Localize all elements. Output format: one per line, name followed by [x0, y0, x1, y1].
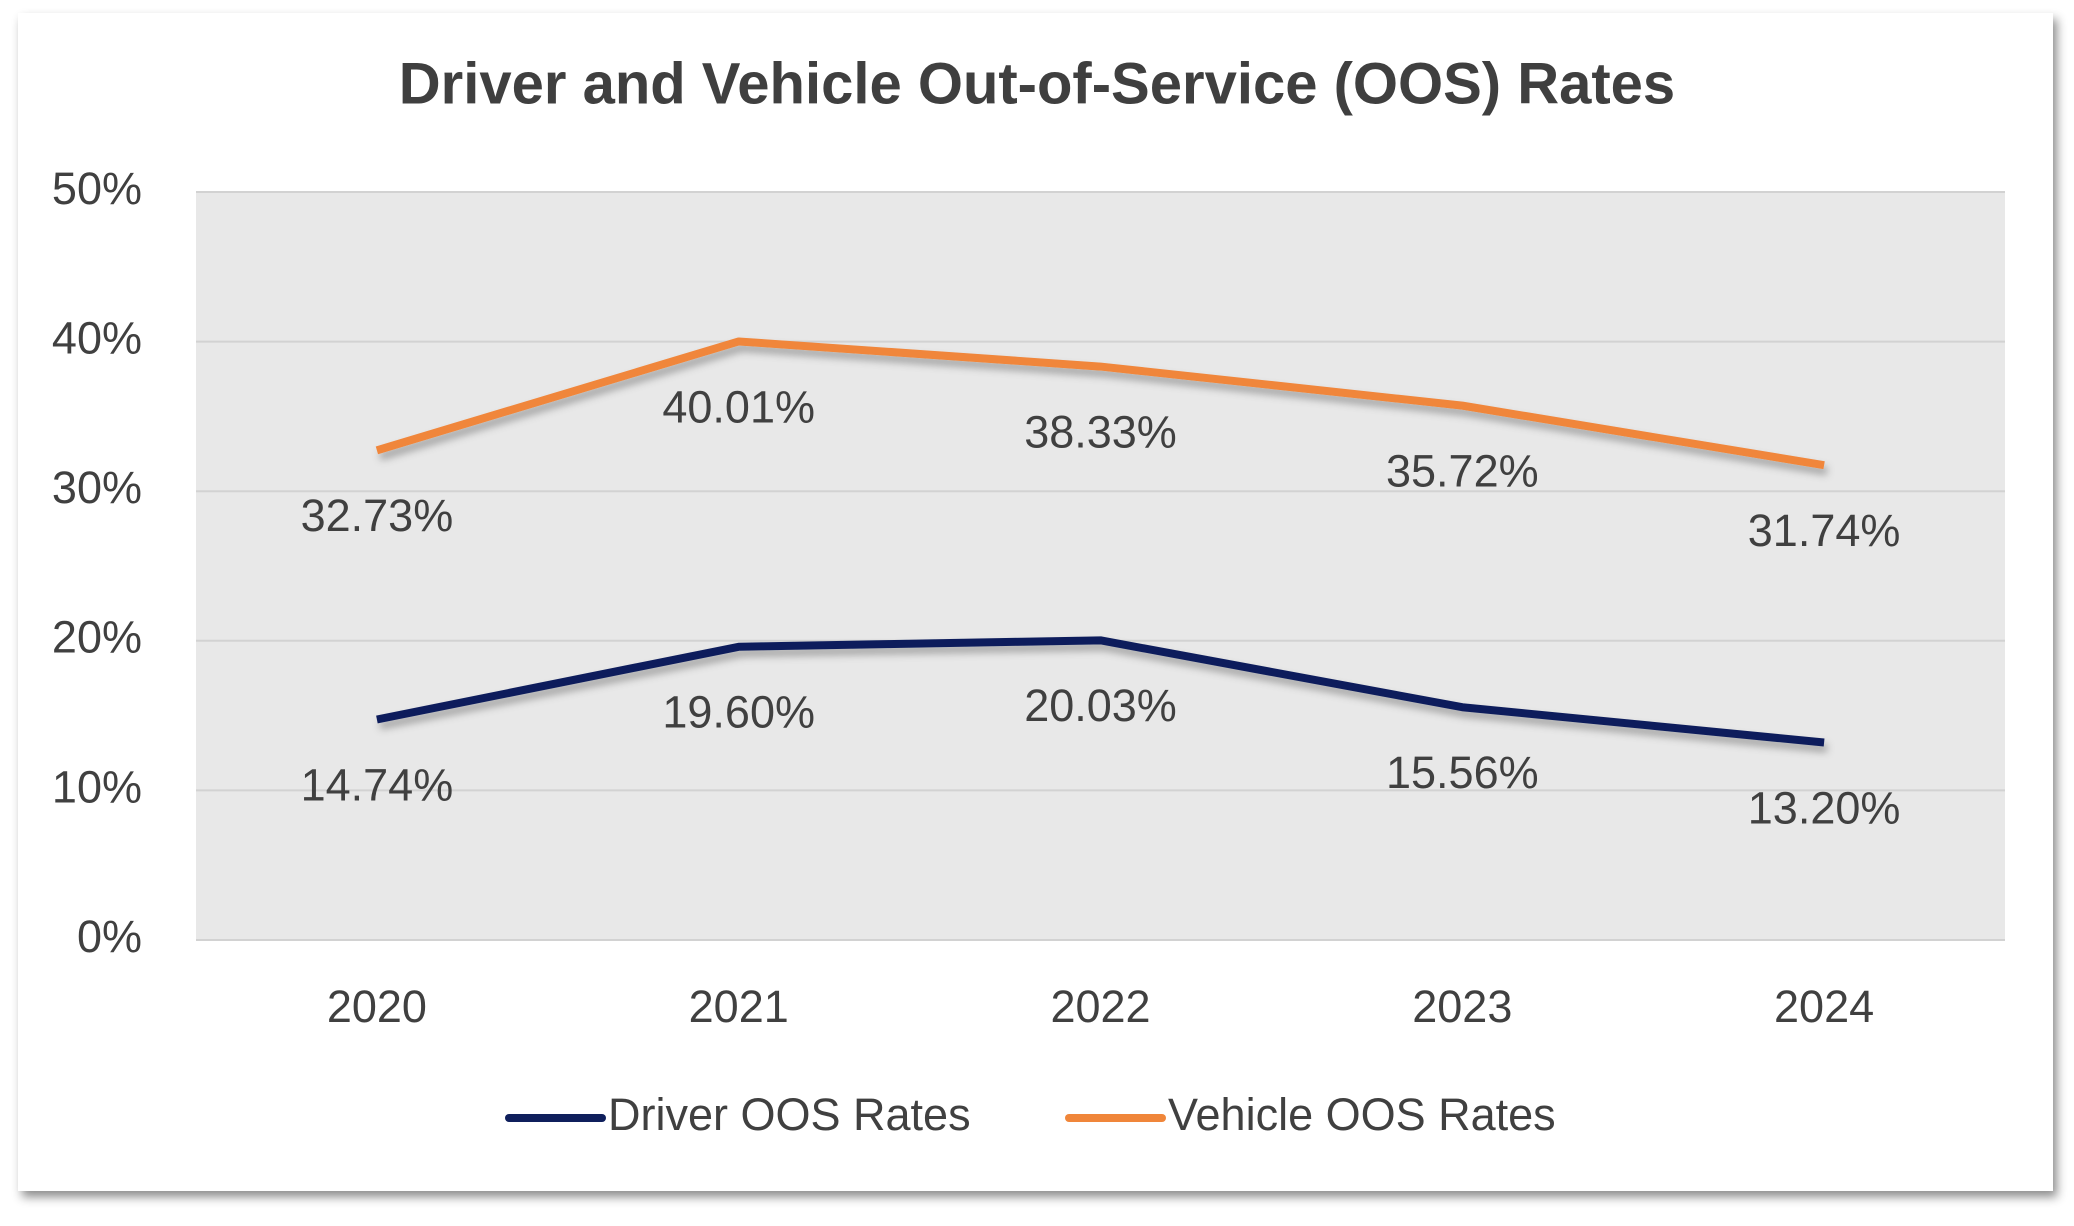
y-tick-label: 10% [52, 761, 142, 812]
y-tick-label: 30% [52, 462, 142, 513]
data-label: 14.74% [301, 759, 454, 810]
x-tick-label: 2024 [1774, 981, 1874, 1032]
data-label: 32.73% [301, 490, 454, 541]
y-tick-label: 40% [52, 312, 142, 363]
series-line [375, 337, 1825, 470]
data-label: 15.56% [1386, 747, 1539, 798]
x-tick-label: 2022 [1050, 981, 1150, 1032]
data-label: 40.01% [662, 381, 815, 432]
data-label: 38.33% [1024, 406, 1177, 457]
legend-label: Vehicle OOS Rates [1168, 1089, 1556, 1140]
data-label: 31.74% [1748, 505, 1901, 556]
x-tick-label: 2020 [327, 981, 427, 1032]
data-label: 20.03% [1024, 680, 1177, 731]
data-label: 19.60% [662, 687, 815, 738]
y-tick-label: 0% [77, 911, 142, 962]
series-line [376, 636, 1825, 747]
data-label: 35.72% [1386, 446, 1539, 497]
legend-label: Driver OOS Rates [608, 1089, 971, 1140]
plot-area [196, 192, 2005, 940]
x-tick-label: 2021 [689, 981, 789, 1032]
data-label: 13.20% [1748, 782, 1901, 833]
y-tick-label: 50% [52, 163, 142, 214]
x-tick-label: 2023 [1412, 981, 1512, 1032]
y-tick-label: 20% [52, 612, 142, 663]
chart-title: Driver and Vehicle Out-of-Service (OOS) … [399, 51, 1675, 116]
